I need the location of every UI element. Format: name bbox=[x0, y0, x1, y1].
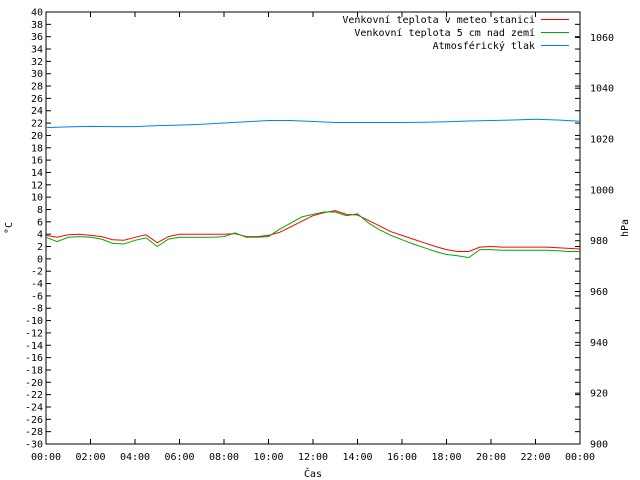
x-tick-label: 22:00 bbox=[520, 452, 550, 463]
x-axis-label: Čas bbox=[304, 467, 322, 480]
series-line-2 bbox=[45, 211, 580, 259]
y-left-tick-label: 18 bbox=[31, 143, 43, 154]
y-left-tick-label: 20 bbox=[31, 131, 43, 142]
series-line-1 bbox=[45, 210, 581, 252]
y-left-tick-label: -4 bbox=[31, 279, 43, 290]
x-tick-label: 00:00 bbox=[31, 452, 61, 463]
x-tick-label: 20:00 bbox=[476, 452, 506, 463]
y-right-tick-label: 1040 bbox=[590, 84, 614, 95]
y-right-tick-label: 1020 bbox=[590, 135, 614, 146]
y-left-tick-label: 12 bbox=[31, 180, 43, 191]
y-left-tick-label: 34 bbox=[31, 45, 43, 56]
y-left-tick-label: -6 bbox=[31, 291, 43, 302]
y-left-tick-label: -16 bbox=[25, 353, 43, 364]
y-right-tick-label: 1000 bbox=[590, 185, 614, 196]
tick-layer: 4038363432302826242220181614121086420-2-… bbox=[25, 8, 614, 464]
plot-frame bbox=[45, 11, 581, 445]
y-left-tick-label: 10 bbox=[31, 193, 43, 204]
y-left-tick-label: 6 bbox=[37, 217, 43, 228]
y-left-tick-label: -30 bbox=[25, 440, 43, 451]
y-right-tick-label: 960 bbox=[590, 287, 608, 298]
y-left-tick-label: 24 bbox=[31, 106, 43, 117]
y-left-tick-label: 22 bbox=[31, 119, 43, 130]
x-tick-label: 10:00 bbox=[253, 452, 283, 463]
y-axis-label-left: °C bbox=[4, 222, 15, 234]
y-left-tick-label: 28 bbox=[31, 82, 43, 93]
x-tick-label: 12:00 bbox=[298, 452, 328, 463]
x-tick-label: 16:00 bbox=[387, 452, 417, 463]
y-left-tick-label: 0 bbox=[37, 254, 43, 265]
y-right-tick-label: 1060 bbox=[590, 33, 614, 44]
x-tick-label: 06:00 bbox=[164, 452, 194, 463]
y-left-tick-label: 14 bbox=[31, 168, 43, 179]
y-left-tick-label: -2 bbox=[31, 267, 43, 278]
y-left-tick-label: -22 bbox=[25, 390, 43, 401]
y-left-tick-label: 4 bbox=[37, 230, 43, 241]
x-tick-label: 14:00 bbox=[342, 452, 372, 463]
legend: Venkovní teplota v meteo staniciVenkovní… bbox=[342, 14, 569, 52]
legend-label: Venkovní teplota 5 cm nad zemí bbox=[354, 27, 535, 39]
y-left-tick-label: 2 bbox=[37, 242, 43, 253]
x-tick-label: 18:00 bbox=[431, 452, 461, 463]
x-tick-label: 04:00 bbox=[120, 452, 150, 463]
y-right-tick-label: 980 bbox=[590, 236, 608, 247]
y-left-tick-label: 26 bbox=[31, 94, 43, 105]
y-left-tick-label: -14 bbox=[25, 341, 43, 352]
y-right-tick-label: 920 bbox=[590, 389, 608, 400]
legend-label: Venkovní teplota v meteo stanici bbox=[342, 14, 535, 26]
y-left-tick-label: 36 bbox=[31, 32, 43, 43]
y-left-tick-label: -18 bbox=[25, 365, 43, 376]
y-left-tick-label: 16 bbox=[31, 156, 43, 167]
y-left-tick-label: 32 bbox=[31, 57, 43, 68]
y-left-tick-label: -20 bbox=[25, 378, 43, 389]
y-left-tick-label: -12 bbox=[25, 328, 43, 339]
series-layer bbox=[45, 118, 581, 259]
y-left-tick-label: -10 bbox=[25, 316, 43, 327]
y-axis-label-right: hPa bbox=[620, 219, 631, 237]
y-left-tick-label: -24 bbox=[25, 402, 43, 413]
y-left-tick-label: -8 bbox=[31, 304, 43, 315]
y-right-tick-label: 900 bbox=[590, 440, 608, 451]
y-left-tick-label: 8 bbox=[37, 205, 43, 216]
x-tick-label: 00:00 bbox=[565, 452, 595, 463]
legend-label: Atmosférický tlak bbox=[433, 40, 535, 52]
y-left-tick-label: 38 bbox=[31, 20, 43, 31]
y-left-tick-label: 30 bbox=[31, 69, 43, 80]
y-left-tick-label: 40 bbox=[31, 8, 43, 19]
y-left-tick-label: -26 bbox=[25, 415, 43, 426]
y-right-tick-label: 940 bbox=[590, 338, 608, 349]
x-tick-label: 02:00 bbox=[75, 452, 105, 463]
x-tick-label: 08:00 bbox=[209, 452, 239, 463]
y-left-tick-label: -28 bbox=[25, 427, 43, 438]
series-line-3 bbox=[45, 118, 581, 129]
